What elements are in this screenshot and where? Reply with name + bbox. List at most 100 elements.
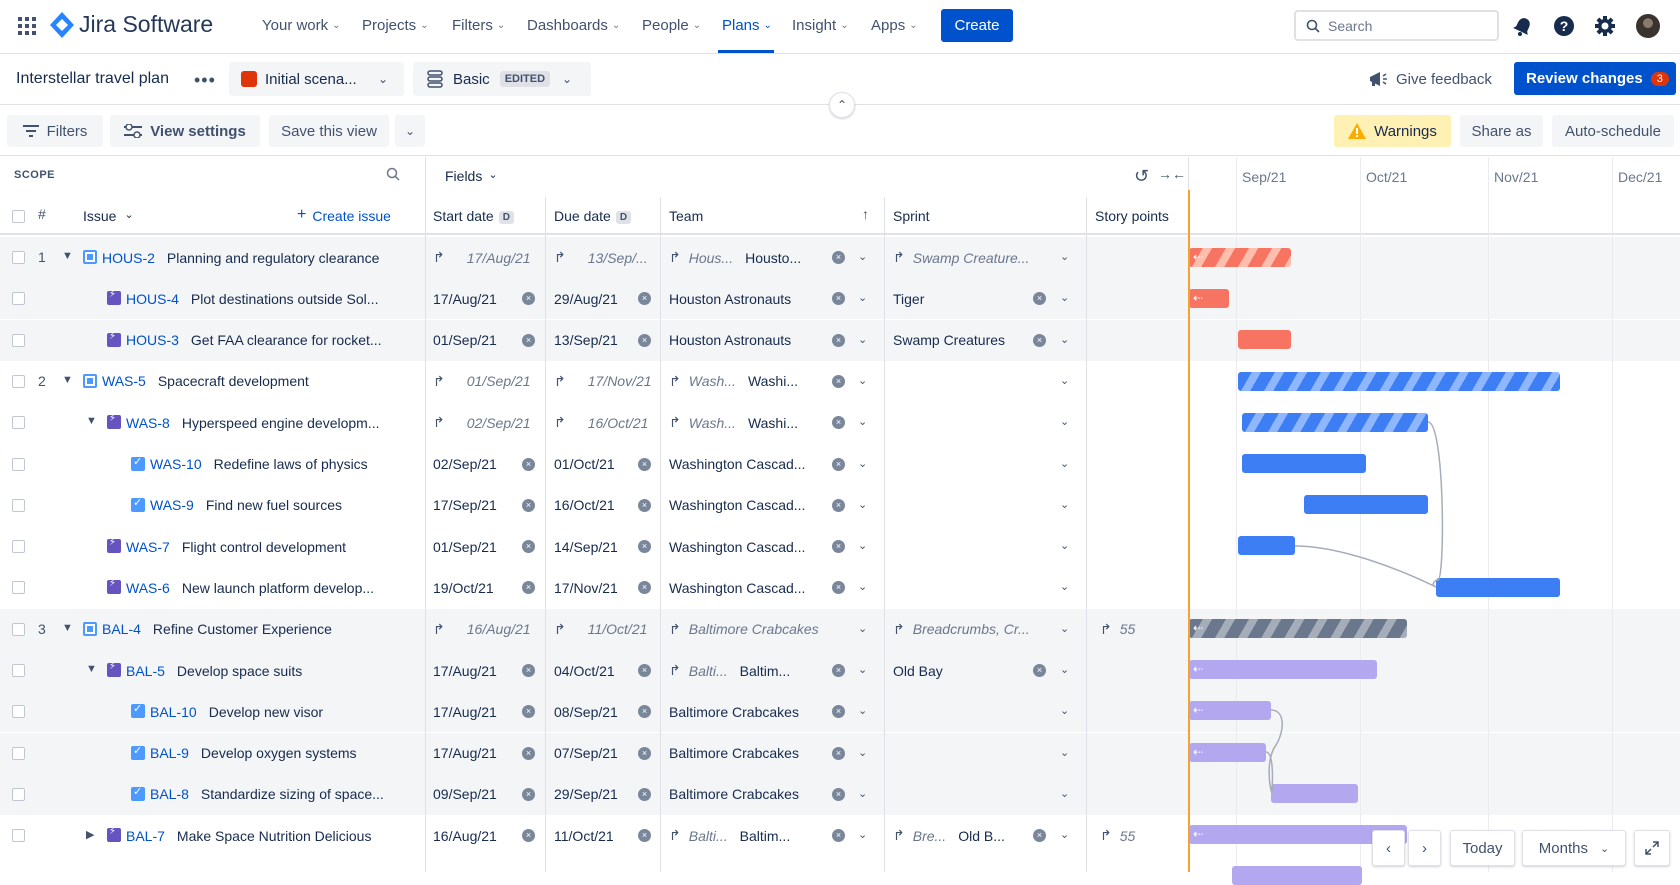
review-changes-button[interactable]: Review changes 3: [1514, 62, 1676, 95]
timeline-bar-was-7[interactable]: [1238, 536, 1295, 555]
row-checkbox[interactable]: [12, 374, 25, 388]
table-row[interactable]: BAL-8 Standardize sizing of space... 09/Se…: [0, 773, 1680, 815]
start-date-cell[interactable]: 09/Sep/21: [433, 786, 497, 803]
clear-icon[interactable]: ×: [832, 498, 845, 512]
row-checkbox[interactable]: [12, 664, 25, 677]
issue-summary[interactable]: Get FAA clearance for rocket...: [190, 332, 382, 349]
nav-dashboards[interactable]: Dashboards ⌄: [527, 17, 621, 34]
chevron-down-icon[interactable]: ⌄: [858, 664, 868, 676]
clear-icon[interactable]: ×: [522, 705, 535, 719]
clear-icon[interactable]: ×: [832, 787, 845, 801]
clear-icon[interactable]: ×: [638, 664, 651, 677]
start-date-cell[interactable]: ↱ 02/Sep/21: [433, 414, 531, 431]
issue-key-link[interactable]: BAL-8: [150, 786, 189, 803]
team-cell[interactable]: Baltimore Crabcakes: [669, 703, 799, 720]
timeline-bar-hous-4[interactable]: ⇠: [1189, 289, 1229, 308]
search-input[interactable]: Search: [1294, 10, 1499, 41]
clear-icon[interactable]: ×: [832, 251, 845, 264]
due-date-header[interactable]: Due date D: [554, 208, 632, 224]
scroll-right-button[interactable]: ›: [1408, 830, 1441, 866]
start-date-cell[interactable]: ↱ 16/Aug/21: [433, 620, 531, 638]
clear-icon[interactable]: ×: [638, 829, 651, 843]
more-actions-icon[interactable]: •••: [194, 70, 216, 90]
start-date-cell[interactable]: 19/Oct/21: [433, 579, 494, 596]
start-date-cell[interactable]: 01/Sep/21: [433, 332, 497, 349]
select-all-checkbox[interactable]: [12, 210, 25, 223]
start-date-cell[interactable]: 02/Sep/21: [433, 456, 497, 472]
clear-icon[interactable]: ×: [638, 746, 651, 760]
due-date-cell[interactable]: 17/Nov/21: [554, 579, 618, 596]
row-checkbox[interactable]: [12, 705, 25, 719]
clear-icon[interactable]: ×: [522, 333, 535, 347]
clear-icon[interactable]: ×: [522, 581, 535, 595]
notifications-icon[interactable]: [1512, 15, 1534, 37]
story-points-header[interactable]: Story points: [1095, 208, 1169, 224]
issue-key-link[interactable]: BAL-9: [150, 745, 189, 762]
chevron-down-icon[interactable]: ⌄: [1060, 705, 1070, 718]
issue-summary[interactable]: Find new fuel sources: [205, 497, 343, 514]
due-date-cell[interactable]: ↱ 11/Oct/21: [554, 620, 648, 638]
nav-insight[interactable]: Insight ⌄: [792, 17, 849, 34]
chevron-down-icon[interactable]: ⌄: [858, 333, 868, 346]
clear-icon[interactable]: ×: [832, 746, 845, 760]
start-date-cell[interactable]: ↱ 01/Sep/21: [433, 372, 531, 390]
team-cell[interactable]: Washington Cascad...: [669, 538, 806, 555]
chevron-down-icon[interactable]: ⌄: [858, 498, 868, 511]
clear-icon[interactable]: ×: [638, 540, 651, 554]
table-row[interactable]: BAL-10 Develop new visor 17/Aug/21 × 08/Sep/…: [0, 691, 1680, 733]
chevron-down-icon[interactable]: ⌄: [1060, 581, 1070, 594]
chevron-down-icon[interactable]: ⌄: [1060, 292, 1070, 305]
team-cell[interactable]: Houston Astronauts: [669, 332, 792, 349]
timeline-bar-bal-4[interactable]: ⇠: [1189, 619, 1407, 638]
story-points-cell[interactable]: ↱ 55: [1100, 827, 1136, 844]
save-view-button[interactable]: Save this view: [269, 115, 389, 147]
issue-summary[interactable]: Develop space suits: [176, 662, 303, 679]
team-cell[interactable]: Baltimore Crabcakes: [669, 745, 799, 762]
team-cell[interactable]: ↱ Hous... Housto...: [669, 249, 802, 266]
issue-summary[interactable]: Hyperspeed engine developm...: [181, 414, 380, 431]
timeline-bar-bal-5[interactable]: ⇠: [1189, 660, 1377, 679]
sprint-cell[interactable]: [893, 526, 1043, 567]
warnings-button[interactable]: Warnings: [1334, 115, 1451, 147]
issue-summary[interactable]: Refine Customer Experience: [152, 621, 332, 638]
timeline-bar-hous-2[interactable]: ⇠: [1189, 248, 1291, 267]
due-date-cell[interactable]: 07/Sep/21: [554, 745, 618, 762]
due-date-cell[interactable]: 16/Oct/21: [554, 497, 615, 514]
issue-summary[interactable]: Develop oxygen systems: [200, 745, 357, 762]
row-checkbox[interactable]: [12, 457, 25, 471]
due-date-cell[interactable]: ↱ 16/Oct/21: [554, 414, 649, 431]
team-header[interactable]: Team: [669, 208, 704, 224]
issue-header[interactable]: Issue ⌄: [83, 208, 134, 224]
issue-key-link[interactable]: WAS-5: [102, 373, 146, 390]
fullscreen-button[interactable]: [1634, 830, 1670, 866]
start-date-cell[interactable]: 17/Aug/21: [433, 745, 497, 762]
app-switcher-icon[interactable]: [18, 17, 36, 35]
issue-key-link[interactable]: WAS-7: [126, 538, 170, 555]
sprint-cell[interactable]: [893, 402, 1043, 443]
sprint-cell[interactable]: [893, 485, 1043, 526]
clear-icon[interactable]: ×: [832, 581, 845, 595]
clear-icon[interactable]: ×: [638, 333, 651, 347]
row-checkbox[interactable]: [12, 829, 25, 843]
filters-button[interactable]: Filters: [7, 115, 103, 147]
timeline-bar-was-6[interactable]: [1436, 578, 1560, 597]
clear-icon[interactable]: ×: [832, 540, 845, 554]
clear-icon[interactable]: ×: [522, 787, 535, 801]
issue-key-link[interactable]: BAL-10: [150, 703, 197, 720]
table-row[interactable]: WAS-10 Redefine laws of physics 02/Sep/21 ×…: [0, 444, 1680, 485]
due-date-cell[interactable]: 04/Oct/21: [554, 662, 615, 679]
timeline-bar-bal-10[interactable]: ⇠: [1189, 701, 1271, 720]
team-cell[interactable]: ↱ Balti... Baltim...: [669, 662, 791, 679]
timeline-bar-bal-7[interactable]: ⇠: [1189, 825, 1407, 844]
issue-key-link[interactable]: HOUS-2: [102, 249, 155, 266]
clear-icon[interactable]: ×: [1033, 664, 1046, 677]
row-checkbox[interactable]: [12, 333, 25, 347]
chevron-down-icon[interactable]: ▼: [62, 250, 73, 262]
chevron-down-icon[interactable]: ⌄: [1060, 829, 1070, 842]
team-cell[interactable]: Washington Cascad...: [669, 497, 806, 514]
chevron-down-icon[interactable]: ⌄: [858, 746, 868, 759]
team-cell[interactable]: ↱ Wash... Washi...: [669, 372, 798, 390]
clear-icon[interactable]: ×: [522, 664, 535, 677]
timeline-bar-was-9[interactable]: [1304, 495, 1428, 514]
sprint-cell[interactable]: [893, 691, 1043, 732]
